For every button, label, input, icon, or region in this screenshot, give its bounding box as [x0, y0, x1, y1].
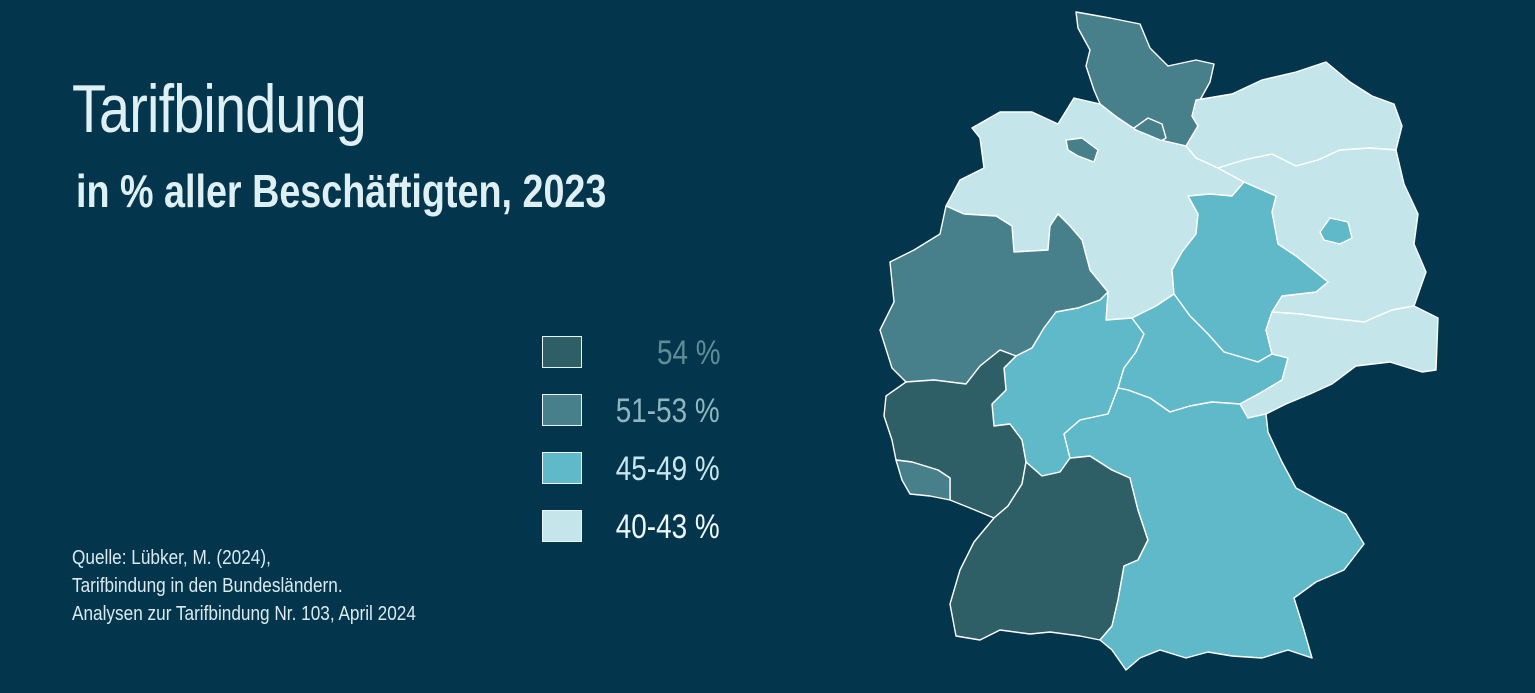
legend-swatch — [542, 510, 582, 542]
legend-label: 51-53 % — [616, 392, 720, 430]
legend-swatch — [542, 336, 582, 368]
legend-label: 54 % — [656, 334, 720, 372]
state-berlin[interactable]: Berlin: 45-49 % — [1319, 217, 1353, 245]
legend-item: 54 % — [542, 334, 742, 394]
chart-title: Tarifbindung — [72, 71, 367, 147]
source-line: Tarifbindung in den Bundesländern. — [72, 575, 343, 597]
state-bremen[interactable]: Bremen: 51-53 % — [1065, 137, 1099, 163]
source-note: Quelle: Lübker, M. (2024), Tarifbindung … — [72, 544, 472, 628]
germany-map: Schleswig-Holstein: 51-53 % Hamburg: 51-… — [879, 11, 1439, 671]
legend-item: 45-49 % — [542, 450, 742, 510]
source-line: Analysen zur Tarifbindung Nr. 103, April… — [72, 603, 416, 625]
legend-label: 45-49 % — [616, 450, 720, 488]
source-line: Quelle: Lübker, M. (2024), — [72, 547, 271, 569]
legend-swatch — [542, 394, 582, 426]
legend-swatch — [542, 452, 582, 484]
legend-item: 51-53 % — [542, 392, 742, 452]
legend-item: 40-43 % — [542, 508, 742, 568]
chart-subtitle: in % aller Beschäftigten, 2023 — [76, 165, 607, 217]
legend-label: 40-43 % — [616, 508, 720, 546]
state-sachsen[interactable]: Sachsen: 40-43 % — [1239, 305, 1439, 419]
state-saarland[interactable]: Saarland: 51-53 % — [895, 459, 951, 501]
state-bayern[interactable]: Bayern: 45-49 % — [1063, 387, 1365, 671]
legend: 54 % 51-53 % 45-49 % 40-43 % — [542, 334, 742, 568]
